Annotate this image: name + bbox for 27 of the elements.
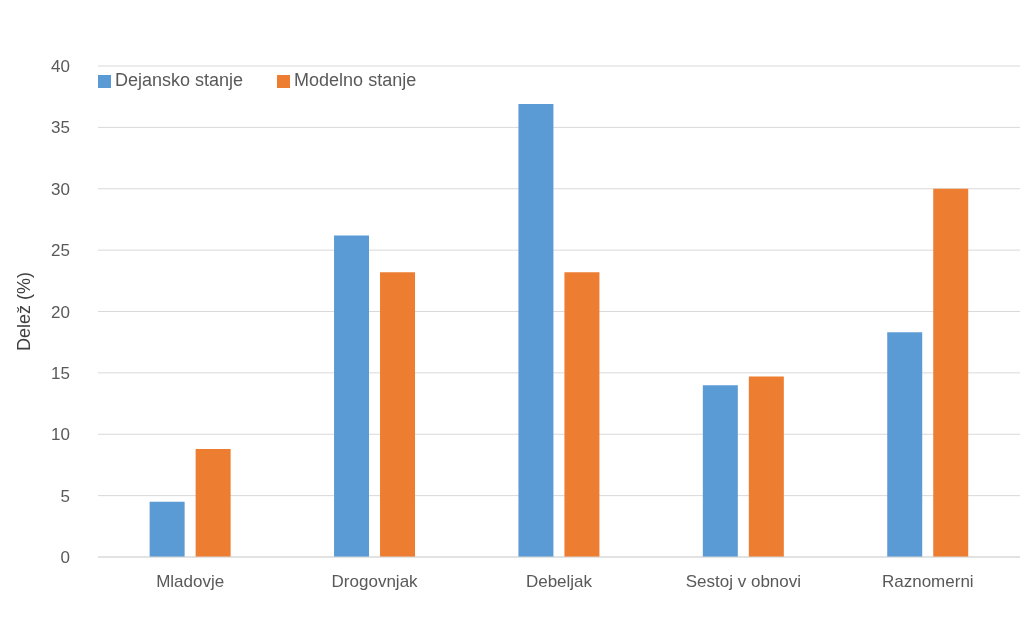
legend-label: Dejansko stanje bbox=[115, 70, 244, 90]
x-tick-label: Drogovnjak bbox=[331, 572, 419, 592]
x-tick-label: Sestoj v obnovi bbox=[685, 572, 802, 592]
x-tick-label: Debeljak bbox=[525, 572, 593, 592]
bar bbox=[748, 376, 784, 557]
bar bbox=[933, 188, 969, 557]
bar bbox=[518, 104, 554, 557]
bar bbox=[564, 272, 600, 557]
bar bbox=[702, 385, 738, 557]
bar bbox=[195, 448, 231, 557]
y-tick-label: 5 bbox=[60, 486, 70, 506]
legend-label: Modelno stanje bbox=[294, 70, 417, 90]
y-tick-label: 0 bbox=[60, 548, 70, 568]
y-tick-label: 40 bbox=[51, 57, 70, 77]
y-tick-label: 15 bbox=[51, 363, 70, 383]
y-axis-title: Delež (%) bbox=[14, 271, 35, 352]
y-tick-label: 20 bbox=[51, 302, 70, 322]
y-tick-label: 30 bbox=[51, 179, 70, 199]
y-tick-label: 10 bbox=[51, 425, 70, 445]
bar bbox=[334, 235, 370, 557]
bar bbox=[887, 332, 923, 557]
y-tick-label: 25 bbox=[51, 241, 70, 261]
x-tick-label: Raznomerni bbox=[881, 572, 974, 592]
x-tick-label: Mladovje bbox=[156, 572, 225, 592]
bar bbox=[380, 272, 416, 557]
bar bbox=[149, 501, 185, 557]
y-tick-label: 35 bbox=[51, 118, 70, 138]
